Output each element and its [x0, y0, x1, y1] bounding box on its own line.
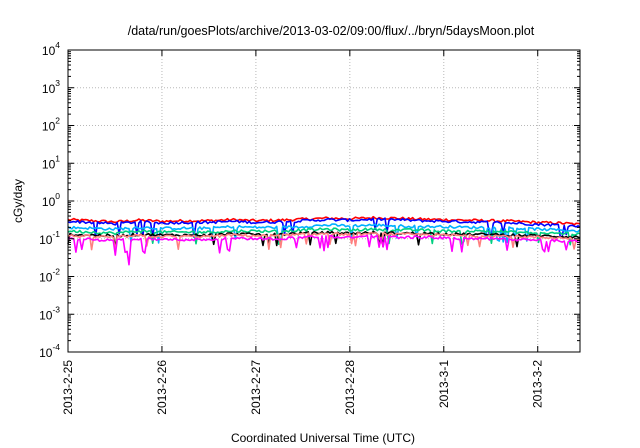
x-tick-label: 2013-3-1: [437, 360, 451, 408]
y-tick-base: 10: [39, 271, 53, 285]
y-tick-base: 10: [39, 346, 53, 360]
x-tick-label: 2013-3-2: [531, 360, 545, 408]
x-tick-label: 2013-2-27: [249, 360, 263, 415]
y-tick-exponent: -3: [52, 304, 60, 314]
series-line: [67, 231, 581, 252]
y-tick-base: 10: [42, 120, 56, 134]
x-tick-label: 2013-2-25: [61, 360, 75, 415]
y-tick-exponent: -2: [52, 267, 60, 277]
y-tick-label: 103: [42, 78, 60, 96]
y-tick-label: 104: [42, 40, 60, 58]
series-line: [67, 234, 581, 266]
y-tick-base: 10: [42, 44, 56, 58]
y-tick-exponent: 3: [55, 78, 60, 88]
y-tick-exponent: -1: [52, 229, 60, 239]
y-tick-exponent: 2: [55, 116, 60, 126]
y-axis-label: cGy/day: [11, 179, 25, 223]
y-tick-base: 10: [39, 233, 53, 247]
y-tick-base: 10: [39, 308, 53, 322]
y-tick-base: 10: [42, 195, 56, 209]
y-tick-label: 10-2: [39, 267, 60, 285]
series-line: [67, 215, 581, 226]
x-tick-label: 2013-2-26: [155, 360, 169, 415]
y-tick-label: 10-4: [39, 342, 60, 360]
y-tick-label: 102: [42, 116, 60, 134]
series-line: [67, 217, 581, 238]
y-tick-base: 10: [42, 157, 56, 171]
series-line: [67, 223, 581, 244]
tick-layer: [67, 49, 580, 353]
y-tick-exponent: 0: [55, 191, 60, 201]
x-axis-label: Coordinated Universal Time (UTC): [231, 431, 415, 445]
x-tick-labels: 2013-2-25 2013-2-26 2013-2-27 2013-2-28 2013…: [61, 360, 545, 415]
y-tick-exponent: -4: [52, 342, 60, 352]
y-tick-exponent: 4: [55, 40, 60, 50]
chart-title: /data/run/goesPlots/archive/2013-03-02/0…: [128, 24, 535, 38]
x-tick-label: 2013-2-28: [343, 360, 357, 415]
series-layer: [67, 215, 581, 266]
y-tick-label: 10-3: [39, 304, 60, 322]
y-tick-label: 101: [42, 153, 60, 171]
y-tick-label: 100: [42, 191, 60, 209]
y-tick-base: 10: [42, 82, 56, 96]
y-tick-exponent: 1: [55, 153, 60, 163]
grid-layer: [68, 50, 580, 352]
y-tick-label: 10-1: [39, 229, 60, 247]
